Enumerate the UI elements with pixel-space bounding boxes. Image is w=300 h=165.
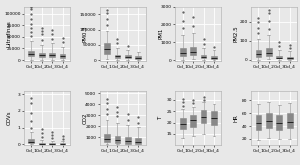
Text: PM2.5: PM2.5 bbox=[234, 25, 239, 42]
PathPatch shape bbox=[135, 138, 141, 144]
PathPatch shape bbox=[180, 48, 186, 56]
PathPatch shape bbox=[115, 136, 120, 143]
PathPatch shape bbox=[104, 43, 110, 54]
PathPatch shape bbox=[201, 110, 206, 123]
Text: HR: HR bbox=[234, 114, 239, 122]
PathPatch shape bbox=[125, 137, 131, 144]
Text: PM1: PM1 bbox=[158, 28, 163, 39]
PathPatch shape bbox=[211, 56, 217, 59]
PathPatch shape bbox=[287, 57, 292, 59]
PathPatch shape bbox=[211, 111, 217, 125]
Text: PM0.3: PM0.3 bbox=[82, 25, 88, 42]
PathPatch shape bbox=[256, 115, 261, 131]
PathPatch shape bbox=[201, 55, 206, 58]
PathPatch shape bbox=[125, 55, 131, 58]
Text: CO2: CO2 bbox=[82, 112, 88, 124]
PathPatch shape bbox=[49, 143, 55, 144]
Text: T: T bbox=[158, 116, 163, 120]
Text: COVs: COVs bbox=[7, 111, 12, 125]
PathPatch shape bbox=[28, 51, 34, 56]
PathPatch shape bbox=[115, 55, 120, 58]
PathPatch shape bbox=[266, 48, 272, 56]
PathPatch shape bbox=[256, 50, 261, 57]
PathPatch shape bbox=[276, 56, 282, 58]
PathPatch shape bbox=[60, 54, 65, 58]
PathPatch shape bbox=[39, 53, 45, 57]
PathPatch shape bbox=[287, 113, 292, 128]
PathPatch shape bbox=[190, 115, 196, 127]
PathPatch shape bbox=[28, 139, 34, 143]
PathPatch shape bbox=[39, 143, 45, 144]
PathPatch shape bbox=[60, 143, 65, 144]
PathPatch shape bbox=[276, 115, 282, 130]
PathPatch shape bbox=[190, 47, 196, 55]
PathPatch shape bbox=[104, 134, 110, 142]
PathPatch shape bbox=[49, 53, 55, 57]
Text: Ultrafinas: Ultrafinas bbox=[7, 20, 12, 47]
PathPatch shape bbox=[135, 56, 141, 59]
PathPatch shape bbox=[266, 113, 272, 128]
PathPatch shape bbox=[180, 118, 186, 129]
